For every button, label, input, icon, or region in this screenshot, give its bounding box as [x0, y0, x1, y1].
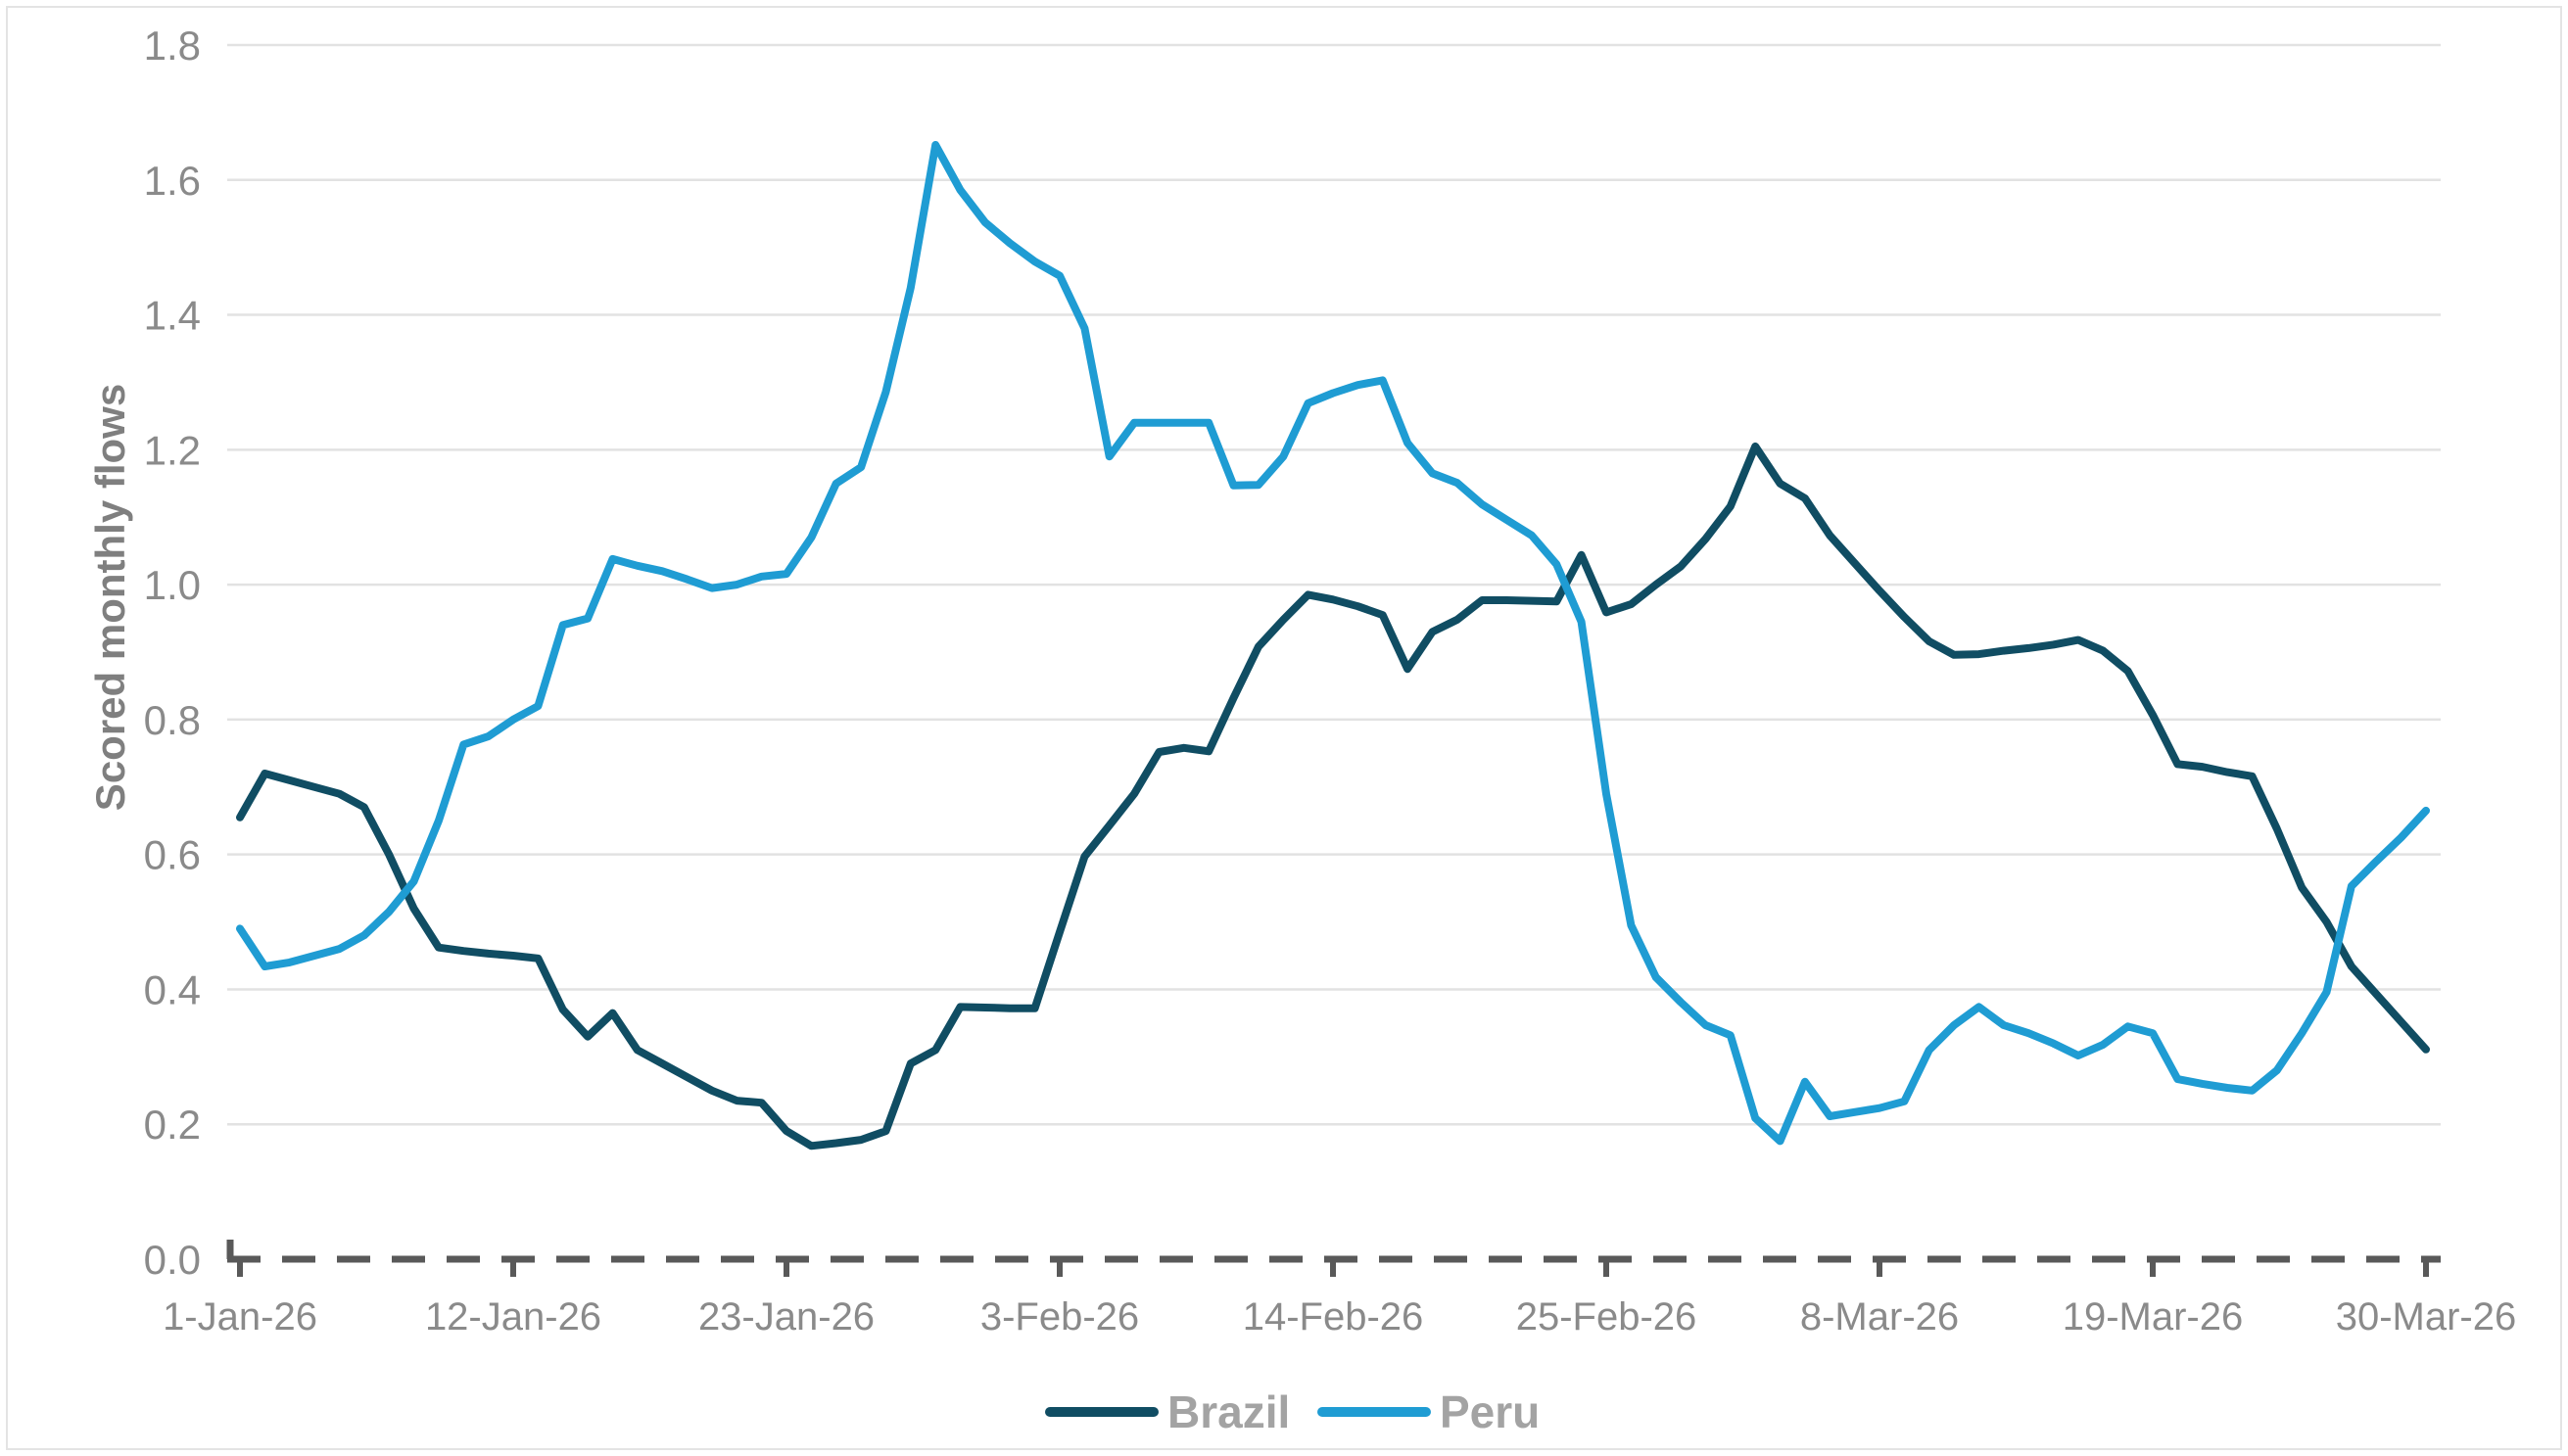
svg-text:0.6: 0.6: [144, 832, 201, 878]
svg-text:0.8: 0.8: [144, 697, 201, 743]
svg-text:12-Jan-26: 12-Jan-26: [425, 1295, 601, 1339]
svg-text:1.2: 1.2: [144, 427, 201, 473]
svg-text:8-Mar-26: 8-Mar-26: [1800, 1295, 1959, 1339]
svg-text:19-Mar-26: 19-Mar-26: [2063, 1295, 2244, 1339]
x-axis-dashed-line: [226, 1240, 2441, 1277]
svg-text:1.0: 1.0: [144, 562, 201, 608]
svg-text:0.0: 0.0: [144, 1237, 201, 1283]
svg-text:25-Feb-26: 25-Feb-26: [1516, 1295, 1697, 1339]
series-line-peru: [236, 141, 2430, 1146]
svg-text:1.4: 1.4: [144, 293, 201, 339]
x-axis-tick-labels: 1-Jan-26 12-Jan-26 23-Jan-26 3-Feb-26 14-Feb…: [163, 1295, 2516, 1339]
y-axis-tick-labels: 0.0 0.2 0.4 0.6 0.8 1.0 1.2 1.4 1.6 1.8: [144, 23, 201, 1283]
series-line-brazil: [236, 442, 2430, 1151]
svg-text:3-Feb-26: 3-Feb-26: [980, 1295, 1139, 1339]
legend: Brazil Peru: [1045, 1386, 1540, 1437]
svg-text:0.4: 0.4: [144, 966, 201, 1012]
svg-text:14-Feb-26: 14-Feb-26: [1243, 1295, 1424, 1339]
gridlines: [227, 43, 2441, 1126]
chart-frame: [6, 6, 2562, 1450]
y-axis-title: Scored monthly flows: [87, 384, 133, 811]
legend-label-peru: Peru: [1440, 1386, 1540, 1437]
svg-text:1.6: 1.6: [144, 158, 201, 204]
svg-text:0.2: 0.2: [144, 1102, 201, 1148]
svg-text:1.8: 1.8: [144, 23, 201, 69]
svg-text:30-Mar-26: 30-Mar-26: [2336, 1295, 2517, 1339]
svg-text:1-Jan-26: 1-Jan-26: [163, 1295, 317, 1339]
data-series-lines: [236, 141, 2430, 1151]
svg-text:23-Jan-26: 23-Jan-26: [698, 1295, 875, 1339]
legend-label-brazil: Brazil: [1167, 1386, 1290, 1437]
